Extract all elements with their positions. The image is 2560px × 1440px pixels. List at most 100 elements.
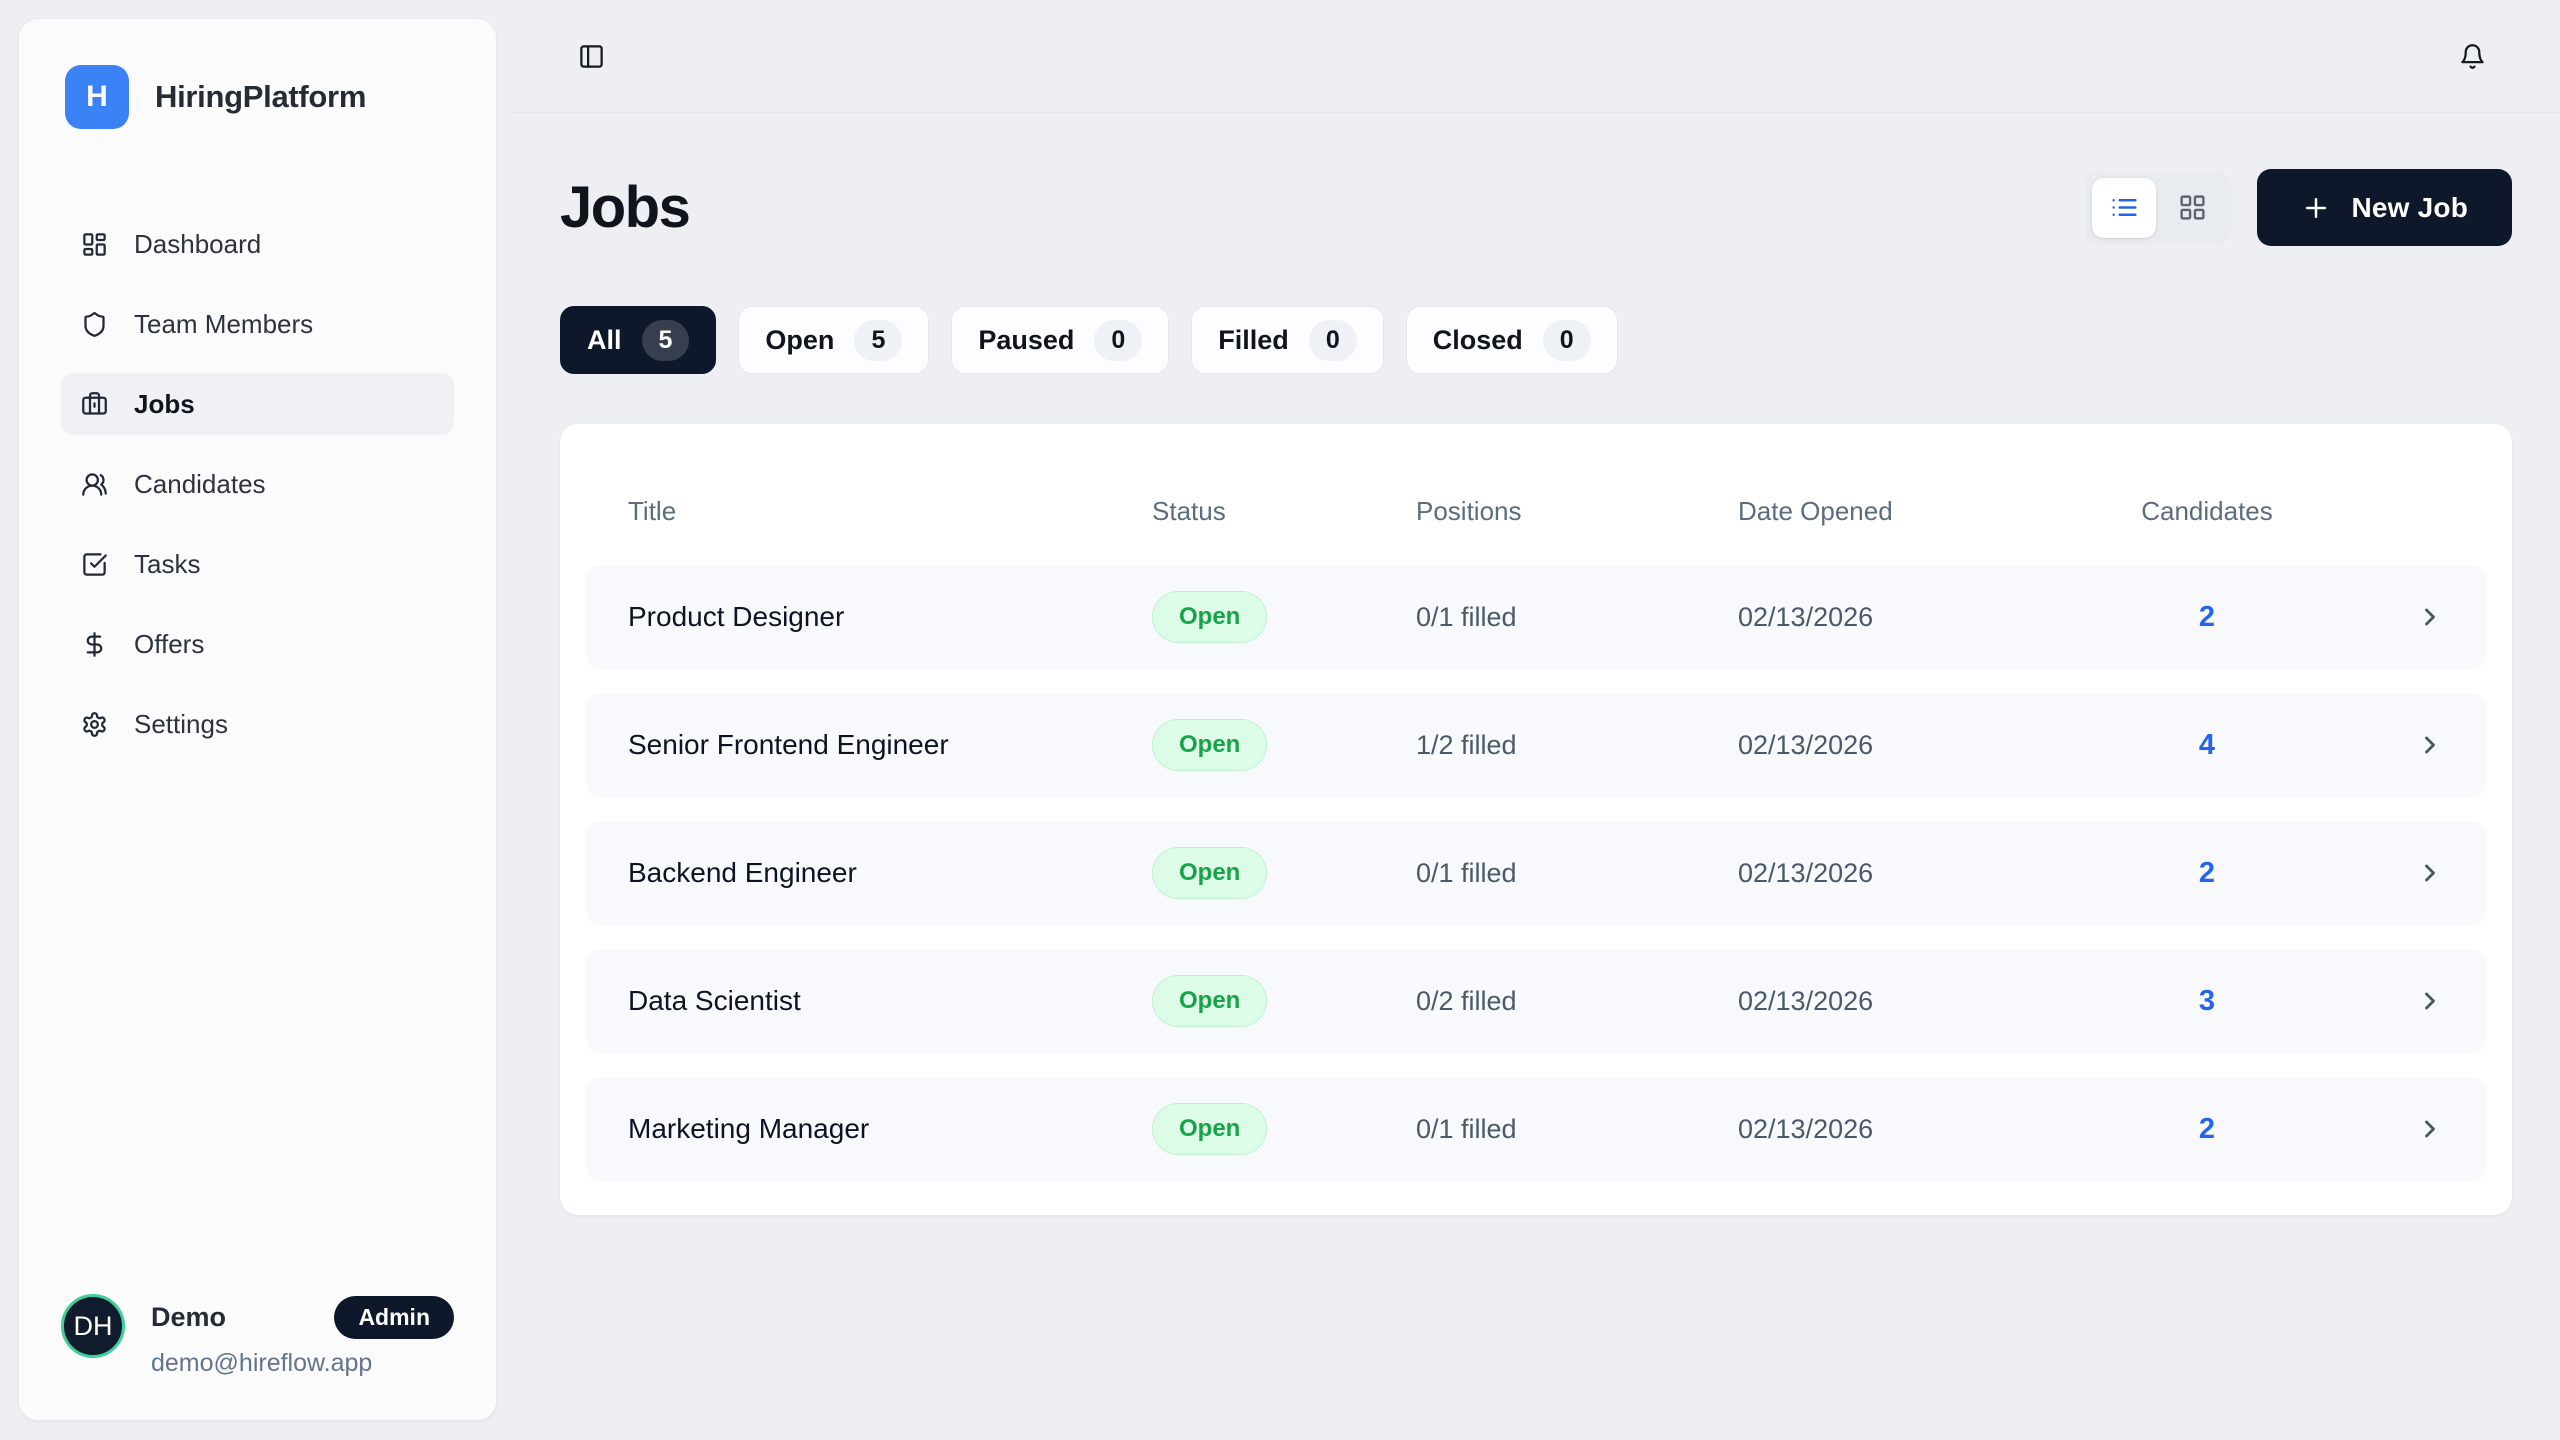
sidebar-item-label: Candidates: [134, 468, 266, 499]
date-opened-cell: 02/13/2026: [1738, 601, 1874, 632]
sidebar-item-label: Settings: [134, 708, 228, 739]
sidebar-item-label: Offers: [134, 628, 205, 659]
sidebar-item-label: Jobs: [134, 388, 195, 419]
main-area: Jobs: [512, 0, 2560, 1440]
filter-count-badge: 0: [1094, 319, 1143, 361]
job-title: Marketing Manager: [628, 1113, 870, 1144]
filter-count-badge: 0: [1542, 319, 1591, 361]
table-row[interactable]: Product Designer Open 0/1 filled 02/13/2…: [586, 565, 2486, 669]
column-header-status: Status: [1152, 496, 1226, 526]
filter-count-badge: 5: [854, 319, 903, 361]
topbar: [512, 0, 2560, 113]
date-opened-cell: 02/13/2026: [1738, 1113, 1874, 1144]
candidates-count[interactable]: 2: [2198, 1112, 2216, 1145]
new-job-label: New Job: [2351, 191, 2468, 223]
positions-cell: 0/1 filled: [1416, 857, 1517, 888]
filter-tab-filled[interactable]: Filled 0: [1191, 306, 1384, 374]
page-title: Jobs: [560, 175, 691, 240]
shield-icon: [81, 311, 108, 338]
grid-view-button[interactable]: [2160, 178, 2224, 238]
user-email: demo@hireflow.app: [151, 1349, 373, 1377]
column-header-title: Title: [628, 496, 677, 526]
chevron-right-icon[interactable]: [2416, 731, 2444, 759]
table-row[interactable]: Data Scientist Open 0/2 filled 02/13/202…: [586, 949, 2486, 1053]
filter-tab-paused[interactable]: Paused 0: [951, 306, 1170, 374]
briefcase-icon: [81, 391, 108, 418]
jobs-table-card: Title Status Positions Date Opened Candi…: [560, 424, 2512, 1215]
brand: H HiringPlatform: [19, 19, 496, 129]
filter-tab-open[interactable]: Open 5: [738, 306, 930, 374]
candidates-count[interactable]: 2: [2198, 600, 2216, 633]
filter-count-badge: 5: [641, 319, 690, 361]
sidebar-item-team-members[interactable]: Team Members: [61, 293, 454, 355]
sidebar-item-label: Team Members: [134, 308, 314, 339]
candidates-count[interactable]: 3: [2198, 984, 2216, 1017]
brand-name: HiringPlatform: [155, 79, 367, 114]
chevron-right-icon[interactable]: [2416, 987, 2444, 1015]
filter-label: All: [587, 324, 622, 355]
avatar: DH: [61, 1294, 125, 1358]
filter-label: Open: [765, 324, 835, 355]
view-toggle: [2085, 170, 2232, 245]
filter-label: Paused: [978, 324, 1075, 355]
user-section[interactable]: DH Demo Admin demo@hireflow.app: [61, 1294, 454, 1378]
sidebar-item-jobs[interactable]: Jobs: [61, 373, 454, 435]
list-view-button[interactable]: [2092, 177, 2157, 238]
table-row[interactable]: Backend Engineer Open 0/1 filled 02/13/2…: [586, 821, 2486, 925]
chevron-right-icon[interactable]: [2416, 859, 2444, 887]
positions-cell: 1/2 filled: [1416, 729, 1517, 760]
sidebar-item-settings[interactable]: Settings: [61, 693, 454, 755]
filter-tab-all[interactable]: All 5: [560, 306, 717, 374]
candidates-count[interactable]: 2: [2198, 856, 2216, 889]
dollar-icon: [81, 631, 108, 658]
bell-icon: [2459, 43, 2486, 70]
sidebar-item-label: Dashboard: [134, 228, 262, 259]
user-name: Demo: [151, 1302, 227, 1332]
sidebar-item-label: Tasks: [134, 548, 201, 579]
job-title: Product Designer: [628, 601, 845, 632]
content: Jobs: [512, 113, 2560, 1215]
filter-label: Closed: [1432, 324, 1523, 355]
positions-cell: 0/1 filled: [1416, 1113, 1517, 1144]
column-header-positions: Positions: [1416, 496, 1522, 526]
filter-count-badge: 0: [1308, 319, 1357, 361]
filter-label: Filled: [1218, 324, 1289, 355]
sidebar-item-dashboard[interactable]: Dashboard: [61, 213, 454, 275]
date-opened-cell: 02/13/2026: [1738, 729, 1874, 760]
sidebar-item-candidates[interactable]: Candidates: [61, 453, 454, 515]
job-title: Data Scientist: [628, 985, 801, 1016]
users-icon: [81, 471, 108, 498]
list-icon: [2110, 193, 2139, 222]
table-row[interactable]: Senior Frontend Engineer Open 1/2 filled…: [586, 693, 2486, 797]
header-actions: New Job: [2085, 169, 2512, 246]
chevron-right-icon[interactable]: [2416, 603, 2444, 631]
avatar-initials: DH: [73, 1310, 113, 1341]
sidebar-toggle-button[interactable]: [578, 43, 605, 70]
status-badge: Open: [1152, 719, 1268, 771]
sidebar-nav: Dashboard Team Members Jobs Candidates T…: [19, 213, 496, 755]
dashboard-icon: [81, 231, 108, 258]
date-opened-cell: 02/13/2026: [1738, 857, 1874, 888]
gear-icon: [81, 711, 108, 738]
table-header: Title Status Positions Date Opened Candi…: [586, 450, 2486, 565]
filter-tab-closed[interactable]: Closed 0: [1405, 306, 1618, 374]
chevron-right-icon[interactable]: [2416, 1115, 2444, 1143]
status-badge: Open: [1152, 975, 1268, 1027]
new-job-button[interactable]: New Job: [2257, 169, 2512, 246]
notifications-button[interactable]: [2459, 43, 2486, 70]
status-badge: Open: [1152, 847, 1268, 899]
positions-cell: 0/2 filled: [1416, 985, 1517, 1016]
status-badge: Open: [1152, 1103, 1268, 1155]
role-badge: Admin: [334, 1296, 454, 1339]
panel-left-icon: [578, 43, 605, 70]
column-header-date-opened: Date Opened: [1738, 496, 1893, 526]
brand-logo: H: [65, 65, 129, 129]
sidebar-item-tasks[interactable]: Tasks: [61, 533, 454, 595]
grid-icon: [2178, 193, 2207, 222]
positions-cell: 0/1 filled: [1416, 601, 1517, 632]
date-opened-cell: 02/13/2026: [1738, 985, 1874, 1016]
column-header-candidates: Candidates: [2141, 496, 2273, 526]
candidates-count[interactable]: 4: [2198, 728, 2216, 761]
table-row[interactable]: Marketing Manager Open 0/1 filled 02/13/…: [586, 1077, 2486, 1181]
sidebar-item-offers[interactable]: Offers: [61, 613, 454, 675]
